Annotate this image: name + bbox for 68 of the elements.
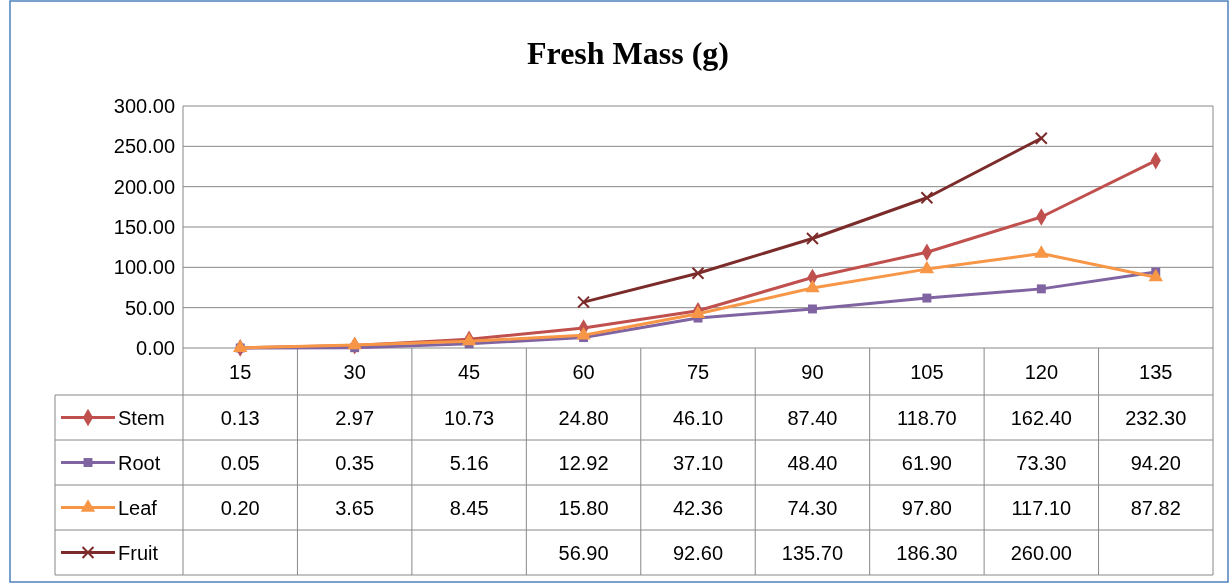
data-label: 260.00 [1010, 541, 1072, 564]
data-label: 186.30 [896, 541, 958, 564]
x-tick-label: 30 [343, 360, 366, 383]
data-label: 0.13 [220, 406, 260, 429]
x-tick-label: 15 [229, 360, 252, 383]
point [691, 266, 705, 280]
point [1034, 131, 1048, 145]
data-label: 3.65 [335, 496, 375, 519]
point [805, 279, 820, 293]
point [347, 336, 362, 350]
data-label: 73.30 [1016, 451, 1067, 474]
data-label: 2.97 [335, 406, 375, 429]
x-tick-label: 60 [572, 360, 595, 383]
data-label: 118.70 [897, 406, 957, 429]
data-label: 87.82 [1130, 496, 1181, 519]
data-label: 48.40 [787, 451, 838, 474]
data-label: 46.10 [672, 406, 724, 429]
data-label: 15.80 [558, 496, 609, 519]
data-label: 5.16 [449, 451, 489, 474]
y-tick-label: 250.00 [113, 135, 175, 158]
point [920, 191, 934, 205]
data-label: 87.40 [787, 406, 838, 429]
data-label: 37.10 [672, 451, 724, 474]
point [1034, 245, 1049, 258]
x-tick-label: 75 [686, 360, 710, 383]
data-label: 56.90 [558, 541, 609, 564]
y-tick-label: 200.00 [113, 175, 175, 198]
x-tick-label: 120 [1024, 360, 1059, 383]
y-tick-label: 0.00 [136, 337, 175, 359]
data-label: 12.92 [558, 451, 609, 474]
point [919, 260, 935, 274]
data-label: 162.40 [1010, 406, 1072, 429]
data-label: 232.30 [1125, 406, 1187, 429]
y-tick-label: 300.00 [113, 95, 175, 117]
point [577, 295, 591, 309]
point [1036, 284, 1046, 294]
data-label: 42.36 [672, 496, 724, 519]
x-tick-label: 45 [457, 360, 481, 383]
y-tick-label: 50.00 [124, 296, 175, 319]
y-tick-label: 100.00 [113, 256, 175, 279]
data-label: 0.05 [220, 451, 260, 474]
point [233, 339, 248, 352]
data-label: 0.35 [335, 451, 375, 474]
legend-label: Root [118, 451, 161, 474]
data-label: 135.70 [781, 541, 844, 564]
point [805, 232, 819, 246]
data-label: 74.30 [787, 496, 838, 519]
data-label: 0.20 [220, 496, 260, 519]
data-label: 94.20 [1130, 451, 1181, 474]
data-label: 8.45 [449, 496, 489, 519]
point [807, 304, 817, 314]
point [922, 293, 932, 303]
legend-label: Leaf [118, 496, 158, 519]
x-tick-label: 135 [1139, 360, 1173, 383]
data-label: 92.60 [672, 541, 724, 564]
point [576, 326, 591, 340]
legend-label: Stem [118, 406, 165, 429]
x-tick-label: 105 [910, 360, 944, 383]
data-label: 117.10 [1011, 496, 1072, 519]
legend-label: Fruit [118, 541, 159, 564]
x-tick-label: 90 [801, 360, 824, 383]
data-label: 97.80 [901, 496, 952, 519]
point [1148, 268, 1163, 282]
chart-title: Fresh Mass (g) [526, 35, 730, 71]
data-label: 61.90 [901, 451, 952, 474]
data-label: 24.80 [558, 406, 609, 429]
y-tick-label: 150.00 [113, 216, 175, 238]
data-label: 10.73 [444, 406, 495, 429]
